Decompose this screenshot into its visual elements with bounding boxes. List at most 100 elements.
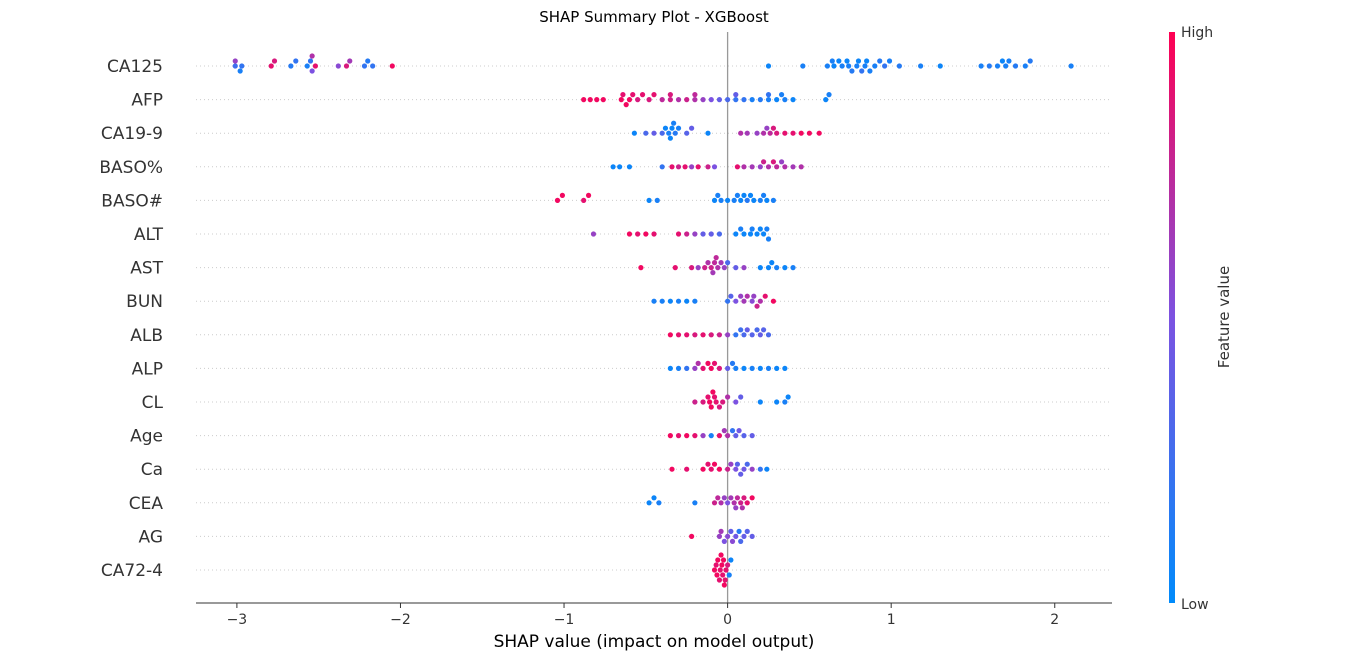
shap-point-ca125	[1012, 63, 1019, 69]
shap-point-ca19-9	[767, 130, 773, 136]
shap-point-alb	[708, 332, 714, 338]
feature-label-bun: BUN	[126, 292, 163, 312]
shap-point-cea	[721, 495, 727, 501]
shap-point-ca	[757, 466, 763, 472]
shap-point-ast	[715, 265, 721, 271]
shap-point-bun	[659, 298, 665, 304]
shap-point-baso-	[585, 192, 592, 198]
shap-point-afp	[826, 92, 832, 98]
shap-point-alb	[675, 332, 682, 338]
shap-point-ca125	[886, 58, 893, 64]
shap-point-cl	[716, 404, 723, 410]
shap-point-afp	[581, 97, 587, 103]
shap-point-bun	[675, 298, 682, 304]
shap-point-alp	[741, 365, 747, 371]
shap-point-ca125	[309, 68, 315, 74]
feature-labels-layer: CA125 AFP CA19-9 BASO% BASO# ALT AST BUN ALB ALP C…	[99, 57, 163, 581]
shap-point-alt	[754, 231, 760, 237]
shap-point-baso-	[617, 164, 623, 170]
shap-point-afp	[587, 97, 593, 103]
shap-point-cea	[651, 495, 657, 501]
shap-point-cea	[749, 495, 755, 501]
shap-point-alb	[749, 332, 755, 338]
shap-point-ca125	[978, 63, 984, 69]
shap-point-ca125	[1006, 58, 1012, 64]
shap-point-baso-	[581, 197, 587, 203]
shap-point-baso-	[741, 192, 747, 198]
shap-point-afp	[823, 97, 829, 103]
shap-point-bun	[728, 293, 734, 299]
shap-point-afp	[630, 92, 636, 98]
shap-point-alt	[741, 231, 747, 237]
shap-point-afp	[790, 97, 796, 103]
shap-point-ca125	[836, 58, 842, 64]
shap-point-alp	[749, 365, 755, 371]
shap-point-cl	[713, 399, 719, 405]
shap-point-afp	[635, 97, 641, 103]
shap-point-ast	[790, 265, 796, 271]
shap-point-ca	[716, 466, 723, 472]
shap-point-alp	[684, 365, 690, 371]
shap-point-ast	[702, 265, 708, 271]
shap-point-baso-	[559, 192, 566, 198]
shap-point-afp	[684, 97, 690, 103]
shap-point-ca125	[1027, 58, 1033, 64]
x-ticks-layer: −3 −2 −1 0 1 2	[227, 603, 1059, 628]
shap-point-bun	[667, 298, 673, 304]
shap-point-ca72-4	[715, 557, 721, 563]
shap-point-ca19-9	[774, 130, 780, 136]
shap-point-baso-	[669, 164, 675, 170]
shap-point-ca72-4	[711, 567, 718, 573]
shap-point-age	[708, 433, 714, 439]
colorbar-high-label: High	[1181, 25, 1213, 41]
shap-point-age	[700, 433, 706, 439]
shap-point-alt	[708, 231, 714, 237]
shap-point-baso-	[738, 197, 744, 203]
shap-point-ca125	[361, 63, 368, 69]
shap-point-ca19-9	[744, 130, 750, 136]
x-tick-label: 0	[723, 612, 732, 628]
shap-point-ca125	[986, 63, 992, 69]
shap-point-afp	[733, 92, 739, 98]
shap-point-cea	[692, 500, 698, 506]
colorbar-low-label: Low	[1181, 597, 1209, 613]
shap-point-ag	[721, 538, 727, 545]
shap-point-cea	[734, 495, 741, 501]
shap-point-baso-	[689, 164, 695, 170]
shap-point-ca125	[304, 63, 310, 69]
shap-point-alp	[692, 365, 698, 371]
shap-point-ca125	[855, 58, 862, 64]
shap-point-alt	[747, 231, 754, 237]
shap-point-alp	[757, 365, 763, 371]
shap-point-ca	[700, 466, 706, 472]
shap-point-age	[741, 433, 747, 439]
shap-point-ca19-9	[631, 130, 637, 136]
shap-point-ca125	[347, 58, 353, 64]
shap-point-afp	[692, 92, 698, 98]
shap-point-ca72-4	[728, 557, 734, 563]
shap-point-bun	[738, 293, 744, 299]
shap-point-baso-	[798, 164, 804, 170]
shap-point-ca19-9	[764, 125, 770, 131]
shap-point-afp	[659, 97, 665, 103]
shap-point-ast	[741, 265, 747, 271]
shap-point-ca125	[824, 63, 830, 69]
shap-point-ag	[733, 533, 739, 540]
shap-point-alb	[667, 332, 673, 338]
shap-point-alb	[733, 332, 739, 338]
shap-point-cl	[720, 399, 726, 405]
shap-point-alt	[716, 231, 723, 237]
shap-point-alp	[782, 365, 788, 371]
shap-point-baso-	[718, 197, 724, 203]
shap-point-ca19-9	[806, 130, 812, 136]
shap-point-alt	[626, 231, 633, 237]
shap-point-ca19-9	[689, 125, 695, 131]
shap-point-cl	[707, 399, 713, 405]
shap-point-alp	[711, 360, 718, 366]
feature-label-baso-: BASO#	[101, 191, 163, 211]
shap-point-alp	[708, 365, 714, 371]
shap-point-ca125	[937, 63, 943, 69]
shap-point-ca125	[862, 63, 868, 69]
